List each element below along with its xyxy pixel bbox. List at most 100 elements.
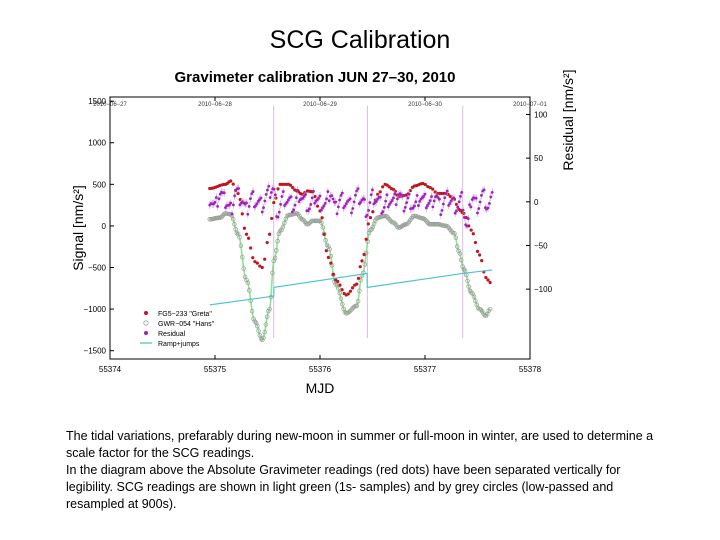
residual-point	[222, 191, 226, 195]
residual-point	[279, 202, 283, 206]
residual-point	[263, 199, 267, 203]
residual-point	[474, 196, 478, 200]
residual-point	[313, 201, 317, 205]
residual-point	[406, 196, 410, 200]
hans-point	[346, 309, 352, 315]
greta-point	[426, 185, 430, 189]
hans-point	[357, 288, 362, 294]
hans-point	[306, 221, 311, 227]
hans-point	[238, 243, 244, 248]
slide-title: SCG Calibration	[269, 26, 451, 54]
hans-point	[487, 306, 493, 312]
greta-point	[462, 211, 466, 216]
residual-point	[385, 193, 389, 197]
hans-point	[234, 230, 240, 236]
greta-point	[428, 186, 432, 190]
chart-marks	[207, 105, 494, 343]
residual-point	[432, 199, 436, 203]
residual-point	[455, 209, 458, 213]
y-tick-label: −1000	[84, 305, 107, 314]
residual-point	[443, 196, 447, 200]
residual-point	[401, 194, 405, 198]
residual-point	[378, 195, 382, 199]
hans-point	[358, 277, 363, 283]
y-tick-label: −500	[88, 264, 107, 273]
residual-point	[249, 197, 252, 201]
legend-marker	[143, 320, 149, 326]
residual-point	[384, 199, 388, 203]
residual-point	[351, 207, 355, 210]
y-tick-label: −1500	[84, 347, 107, 356]
hans-point	[240, 254, 245, 260]
greta-point	[242, 226, 246, 230]
residual-point	[413, 204, 416, 208]
hans-point	[362, 262, 368, 267]
residual-point	[390, 199, 394, 202]
hans-point	[453, 235, 459, 241]
hans-point	[282, 220, 287, 226]
hans-point	[454, 244, 460, 249]
hans-point	[216, 215, 222, 220]
x-tick-label: 55378	[519, 365, 542, 374]
residual-point	[277, 210, 281, 214]
greta-point	[421, 181, 425, 186]
greta-point	[488, 280, 492, 285]
greta-point	[320, 216, 324, 220]
greta-point	[364, 237, 368, 241]
residual-point	[343, 204, 347, 208]
residual-point	[452, 196, 456, 200]
hans-point	[421, 216, 427, 222]
greta-point	[249, 246, 253, 250]
date-tick-label: 2010−06−29	[303, 102, 337, 108]
residual-point	[312, 189, 315, 193]
greta-point	[423, 182, 427, 187]
residual-point	[439, 213, 443, 217]
caption-paragraph-2: In the diagram above the Absolute Gravim…	[66, 463, 621, 511]
residual-point	[348, 197, 352, 201]
greta-point	[265, 240, 269, 245]
residual-point	[356, 187, 360, 191]
hans-point	[456, 248, 461, 254]
residual-point	[466, 217, 470, 220]
residual-point	[396, 197, 399, 201]
greta-point	[251, 256, 255, 260]
greta-point	[326, 255, 330, 260]
residual-point	[355, 189, 359, 193]
y2-tick-label: 0	[534, 198, 539, 207]
residual-point	[229, 201, 233, 205]
residual-point	[310, 196, 314, 200]
greta-point	[247, 236, 251, 240]
greta-point	[350, 286, 355, 290]
residual-point	[405, 201, 409, 205]
greta-point	[331, 272, 335, 276]
greta-point	[289, 183, 293, 187]
hans-point	[241, 266, 246, 271]
y-axis-label: Signal [nm/s²]	[70, 185, 86, 271]
greta-point	[385, 183, 389, 187]
residual-point	[352, 200, 356, 204]
y-tick-label: 1000	[88, 139, 106, 148]
residual-point	[231, 203, 235, 207]
residual-point	[422, 194, 426, 198]
residual-point	[489, 195, 493, 199]
residual-point	[294, 196, 298, 200]
residual-point	[462, 216, 466, 219]
residual-point	[296, 188, 300, 192]
hans-point	[465, 278, 470, 284]
greta-point	[336, 279, 340, 284]
residual-point	[280, 195, 284, 198]
hans-point	[369, 226, 374, 232]
residual-point	[338, 198, 342, 202]
residual-point	[431, 205, 435, 209]
residual-point	[441, 202, 445, 206]
hans-point	[333, 281, 339, 287]
residual-point	[301, 196, 305, 200]
residual-point	[264, 193, 268, 196]
hans-point	[327, 246, 332, 252]
x-tick-label: 55374	[99, 365, 122, 374]
greta-point	[291, 186, 295, 190]
residual-point	[291, 210, 294, 214]
y-tick-label: 500	[93, 180, 107, 189]
hans-point	[230, 217, 236, 222]
ramp-jumps-line	[209, 269, 493, 306]
